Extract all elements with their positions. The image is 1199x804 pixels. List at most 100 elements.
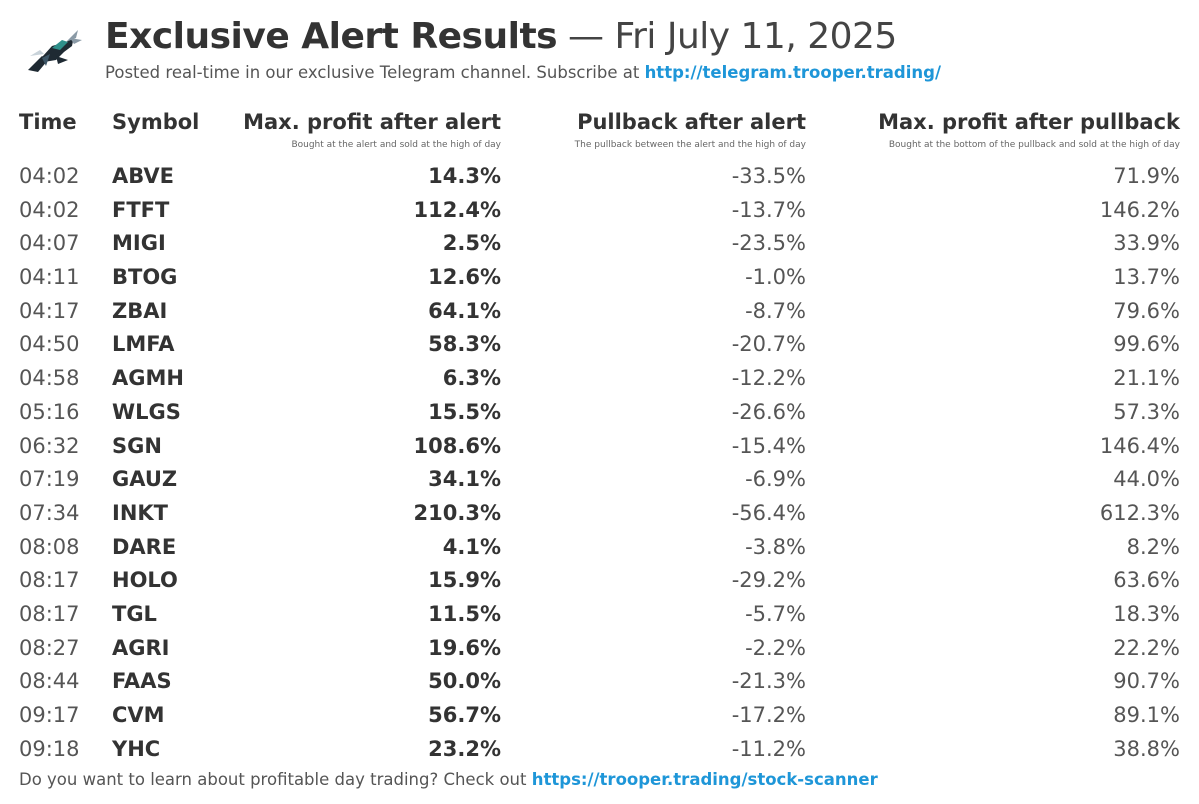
table-row: 04:02 FTFT 112.4% -13.7% 146.2% bbox=[0, 194, 1199, 228]
cell-pullback: -23.5% bbox=[731, 231, 806, 256]
cell-symbol: FAAS bbox=[112, 669, 172, 694]
cell-pullback: -33.5% bbox=[731, 164, 806, 188]
cell-pullback: -15.4% bbox=[731, 433, 806, 458]
table-row: 04:11 BTOG 12.6% -1.0% 13.7% bbox=[0, 261, 1199, 295]
cell-symbol: ZBAI bbox=[112, 298, 168, 323]
table-row: 04:17 ZBAI 64.1% -8.7% 79.6% bbox=[0, 295, 1199, 329]
cell-max-profit: 11.5% bbox=[428, 601, 501, 626]
table-row: 06:32 SGN 108.6% -15.4% 146.4% bbox=[0, 430, 1199, 464]
cell-after-pullback: 57.3% bbox=[1113, 399, 1180, 424]
cell-pullback: -1.0% bbox=[745, 265, 806, 290]
table-row: 08:17 TGL 11.5% -5.7% 18.3% bbox=[0, 598, 1199, 632]
table-row: 09:18 YHC 23.2% -11.2% 38.8% bbox=[0, 733, 1199, 767]
cell-max-profit: 15.9% bbox=[428, 568, 501, 593]
cell-symbol: MIGI bbox=[112, 231, 166, 256]
cell-max-profit: 64.1% bbox=[428, 298, 501, 323]
column-header-max-profit: Max. profit after alert bbox=[243, 110, 501, 134]
cell-time: 08:44 bbox=[19, 669, 80, 694]
cell-time: 09:18 bbox=[19, 736, 80, 761]
cell-symbol: CVM bbox=[112, 703, 165, 727]
cell-time: 04:50 bbox=[19, 332, 80, 357]
cell-after-pullback: 44.0% bbox=[1113, 467, 1180, 492]
cell-time: 04:02 bbox=[19, 164, 80, 188]
table-row: 04:02 ABVE 14.3% -33.5% 71.9% bbox=[0, 160, 1199, 194]
cell-time: 08:17 bbox=[19, 601, 80, 626]
table-row: 08:44 FAAS 50.0% -21.3% 90.7% bbox=[0, 665, 1199, 699]
table-row: 04:58 AGMH 6.3% -12.2% 21.1% bbox=[0, 362, 1199, 396]
column-header-pullback: Pullback after alert bbox=[577, 110, 806, 134]
cell-time: 07:34 bbox=[19, 500, 80, 525]
cell-time: 04:58 bbox=[19, 366, 80, 391]
column-subheader-pullback: The pullback between the alert and the h… bbox=[574, 140, 806, 150]
cell-symbol: HOLO bbox=[112, 568, 178, 593]
cell-pullback: -56.4% bbox=[731, 500, 806, 525]
cell-time: 08:27 bbox=[19, 635, 80, 660]
cell-pullback: -13.7% bbox=[731, 197, 806, 222]
table-row: 07:19 GAUZ 34.1% -6.9% 44.0% bbox=[0, 463, 1199, 497]
cell-after-pullback: 22.2% bbox=[1113, 635, 1180, 660]
cell-symbol: YHC bbox=[112, 736, 161, 761]
cell-max-profit: 108.6% bbox=[413, 433, 501, 458]
cell-max-profit: 112.4% bbox=[413, 197, 501, 222]
cell-pullback: -26.6% bbox=[731, 399, 806, 424]
table-row: 04:50 LMFA 58.3% -20.7% 99.6% bbox=[0, 328, 1199, 362]
cell-time: 07:19 bbox=[19, 467, 80, 492]
cell-symbol: AGRI bbox=[112, 635, 170, 660]
cell-after-pullback: 71.9% bbox=[1113, 164, 1180, 188]
cell-symbol: FTFT bbox=[112, 197, 170, 222]
cell-after-pullback: 79.6% bbox=[1113, 298, 1180, 323]
table-row: 08:17 HOLO 15.9% -29.2% 63.6% bbox=[0, 564, 1199, 598]
cell-pullback: -5.7% bbox=[745, 601, 806, 626]
page-title: Exclusive Alert Results — Fri July 11, 2… bbox=[105, 14, 897, 60]
cell-symbol: INKT bbox=[112, 500, 168, 525]
title-main: Exclusive Alert Results bbox=[105, 16, 558, 57]
column-subheader-after-pullback: Bought at the bottom of the pullback and… bbox=[888, 140, 1180, 150]
cell-time: 09:17 bbox=[19, 703, 80, 727]
cell-max-profit: 19.6% bbox=[428, 635, 501, 660]
cell-after-pullback: 90.7% bbox=[1113, 669, 1180, 694]
cell-max-profit: 56.7% bbox=[428, 703, 501, 727]
cell-max-profit: 4.1% bbox=[442, 534, 501, 559]
cell-max-profit: 2.5% bbox=[442, 231, 501, 256]
column-header-symbol: Symbol bbox=[112, 110, 200, 134]
cell-after-pullback: 612.3% bbox=[1099, 500, 1180, 525]
cell-symbol: LMFA bbox=[112, 332, 175, 357]
cell-pullback: -21.3% bbox=[731, 669, 806, 694]
footer: Do you want to learn about profitable da… bbox=[19, 768, 878, 792]
cell-max-profit: 6.3% bbox=[442, 366, 501, 391]
cell-symbol: GAUZ bbox=[112, 467, 178, 492]
cell-after-pullback: 33.9% bbox=[1113, 231, 1180, 256]
cell-max-profit: 210.3% bbox=[413, 500, 501, 525]
cell-after-pullback: 146.2% bbox=[1099, 197, 1180, 222]
cell-symbol: WLGS bbox=[112, 399, 181, 424]
cell-after-pullback: 146.4% bbox=[1099, 433, 1180, 458]
cell-time: 05:16 bbox=[19, 399, 80, 424]
cell-after-pullback: 8.2% bbox=[1126, 534, 1180, 559]
cell-time: 04:11 bbox=[19, 265, 80, 290]
table-row: 09:17 CVM 56.7% -17.2% 89.1% bbox=[0, 699, 1199, 733]
cell-max-profit: 15.5% bbox=[428, 399, 501, 424]
title-separator: — bbox=[568, 16, 604, 57]
footer-text: Do you want to learn about profitable da… bbox=[19, 770, 532, 789]
cell-pullback: -11.2% bbox=[731, 736, 806, 761]
column-subheader-max-profit: Bought at the alert and sold at the high… bbox=[291, 140, 501, 150]
stock-scanner-link[interactable]: https://trooper.trading/stock-scanner bbox=[531, 770, 878, 789]
cell-pullback: -20.7% bbox=[731, 332, 806, 357]
cell-after-pullback: 89.1% bbox=[1113, 703, 1180, 727]
cell-pullback: -17.2% bbox=[731, 703, 806, 727]
cell-symbol: AGMH bbox=[112, 366, 184, 391]
cell-max-profit: 50.0% bbox=[428, 669, 501, 694]
cell-time: 08:08 bbox=[19, 534, 80, 559]
cell-pullback: -6.9% bbox=[745, 467, 806, 492]
telegram-link[interactable]: http://telegram.trooper.trading/ bbox=[644, 63, 941, 82]
cell-max-profit: 12.6% bbox=[428, 265, 501, 290]
cell-after-pullback: 18.3% bbox=[1113, 601, 1180, 626]
table-row: 05:16 WLGS 15.5% -26.6% 57.3% bbox=[0, 396, 1199, 430]
cell-symbol: TGL bbox=[112, 601, 157, 626]
table-row: 08:27 AGRI 19.6% -2.2% 22.2% bbox=[0, 632, 1199, 666]
cell-max-profit: 34.1% bbox=[428, 467, 501, 492]
column-header-after-pullback: Max. profit after pullback bbox=[878, 110, 1180, 134]
cell-symbol: SGN bbox=[112, 433, 162, 458]
cell-max-profit: 58.3% bbox=[428, 332, 501, 357]
results-table: 04:02 ABVE 14.3% -33.5% 71.9% 04:02 FTFT… bbox=[0, 160, 1199, 766]
